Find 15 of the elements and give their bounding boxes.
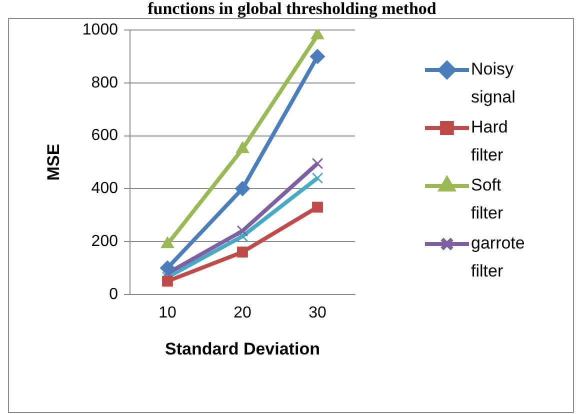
x-tick-label: 20 — [234, 304, 252, 322]
chart-title: functions in global thresholding method — [0, 0, 584, 18]
legend-label: Noisy signal — [471, 60, 516, 107]
x-tick-label: 30 — [308, 304, 326, 322]
x-tick-label: 10 — [158, 304, 176, 322]
y-tick-label: 200 — [91, 232, 118, 250]
y-tick-label: 800 — [91, 74, 118, 92]
y-tick-label: 1000 — [82, 21, 118, 38]
legend-label: garrote filter — [471, 234, 525, 281]
y-tick-label: 0 — [109, 286, 118, 303]
y-tick-label: 600 — [91, 127, 118, 144]
y-tick-label: 400 — [91, 180, 118, 198]
x-axis-title: Standard Deviation — [165, 339, 320, 358]
legend-label: Hard filter — [471, 118, 508, 165]
y-axis-title: MSE — [44, 144, 63, 181]
